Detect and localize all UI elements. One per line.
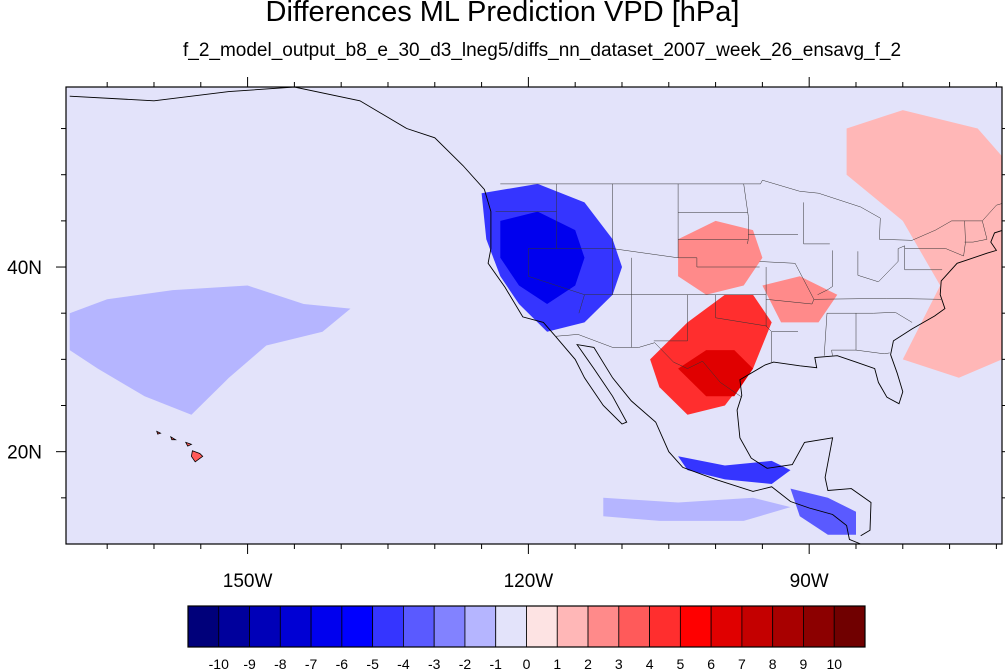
region-pacific-negative [69, 285, 351, 415]
plot-frame [65, 86, 1003, 545]
colorbar-swatch [464, 605, 497, 648]
lat-tick-label: 40N [7, 258, 42, 279]
state-line-27 [528, 248, 585, 295]
colorbar-label: -10 [209, 656, 229, 672]
lon-tick-label: 120W [504, 571, 554, 592]
state-line-28 [578, 294, 585, 314]
colorbar-swatch [618, 605, 650, 648]
colorbar-label: -5 [366, 656, 379, 672]
colorbar-swatch [526, 605, 558, 648]
colorbar-label: 10 [826, 656, 842, 672]
north-america-coastline [69, 87, 861, 544]
geographic-outlines [69, 87, 1002, 544]
region-atlantic-positive [846, 110, 1002, 378]
region-texas-core-positive [678, 350, 753, 397]
state-line-23 [898, 245, 943, 271]
lat-tick-label: 20N [7, 443, 42, 464]
colorbar-label: -3 [428, 656, 441, 672]
state-line-19 [831, 313, 857, 357]
state-line-8 [715, 294, 768, 327]
region-mississippi-positive [762, 276, 838, 323]
colorbar-swatch [372, 605, 404, 648]
colorbar-label: -1 [490, 656, 503, 672]
colorbar-label: -4 [397, 656, 410, 672]
colorbar-label: 9 [800, 656, 808, 672]
colorbar-label: 5 [676, 656, 684, 672]
colorbar-swatch [403, 605, 435, 648]
colorbar-label: -2 [459, 656, 472, 672]
state-line-7 [653, 294, 688, 342]
axis-ticks: 150W 120W 90W 40N 20N [7, 77, 1005, 592]
colorbar-swatch [587, 605, 620, 648]
difference-field [69, 110, 1002, 535]
hawaii-big-island [190, 450, 204, 463]
region-west-us-core-negative [500, 211, 585, 304]
state-line-24 [904, 220, 966, 257]
colorbar-swatch [710, 605, 743, 648]
colorbar-swatch [679, 605, 712, 648]
colorbar-swatch [495, 605, 527, 648]
colorbar-swatch [187, 605, 220, 648]
hawaii-maui [184, 441, 193, 447]
state-line-1 [528, 248, 760, 268]
gulf-coastline [736, 230, 1002, 537]
state-line-25 [964, 220, 988, 243]
colorbar-label: 4 [646, 656, 654, 672]
colorbar-frame [187, 605, 866, 648]
colorbar-swatch [772, 605, 804, 648]
hawaii-oahu [170, 435, 177, 441]
colorbar-swatch [433, 605, 466, 648]
lon-tick-label: 150W [223, 571, 273, 592]
region-mexico-south-negative [678, 456, 791, 484]
state-line-18 [823, 313, 828, 356]
colorbar-swatch [649, 605, 681, 648]
state-line-12 [765, 267, 772, 363]
colorbar-label: 2 [584, 656, 592, 672]
colorbar-swatch [556, 605, 589, 648]
map-subtitle: f_2_model_output_b8_e_30_d3_lneg5/diffs_… [182, 40, 902, 61]
map-title: Differences ML Prediction VPD [hPa] [265, 0, 740, 28]
region-south-negative [603, 497, 791, 521]
lon-tick-label: 90W [790, 571, 829, 592]
colorbar-swatch [803, 605, 835, 648]
state-line-20 [855, 349, 890, 355]
colorbar-label: 1 [553, 656, 561, 672]
colorbar-label: -6 [336, 656, 349, 672]
colorbar-label: 3 [615, 656, 623, 672]
state-line-17 [827, 312, 913, 323]
colorbar-label: 8 [769, 656, 777, 672]
colorbar-swatch [249, 605, 281, 648]
us-canada-border [500, 179, 1002, 241]
colorbar-swatch [218, 605, 250, 648]
state-line-22 [857, 248, 899, 283]
colorbar-label: -9 [243, 656, 256, 672]
colorbar-swatch [341, 605, 374, 648]
state-line-9 [743, 183, 749, 244]
colorbar-label: -7 [305, 656, 318, 672]
state-line-26 [803, 202, 830, 245]
colorbar-swatch [310, 605, 343, 648]
us-mexico-border [555, 334, 742, 398]
colorbar-label: -8 [274, 656, 287, 672]
colorbar-label: 0 [523, 656, 531, 672]
colorbar-label: 6 [707, 656, 715, 672]
state-line-21 [817, 250, 833, 295]
colorbar-swatch [279, 605, 312, 648]
state-line-16 [813, 298, 943, 300]
colorbar-swatch [833, 605, 866, 648]
colorbar: -10 -9 -8 -7 -6 -5 -4 -3 -2 -1 0 1 2 3 4 5 6 7 8 9 10 [187, 605, 866, 672]
colorbar-swatch [741, 605, 774, 648]
hawaii-kauai [156, 430, 162, 435]
colorbar-label: 7 [738, 656, 746, 672]
